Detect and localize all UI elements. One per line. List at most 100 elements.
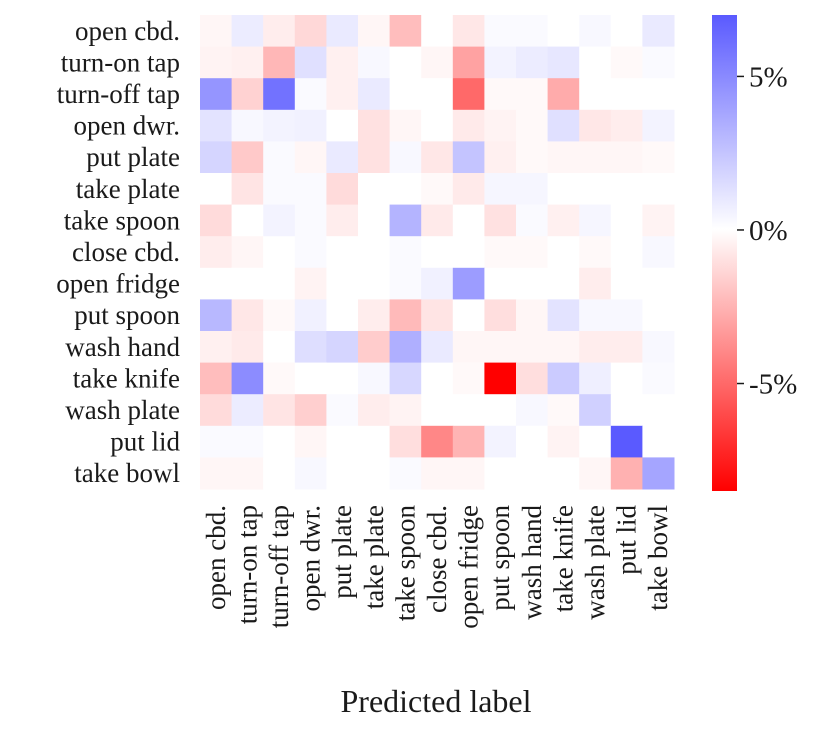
heatmap-cell: [294, 299, 327, 332]
heatmap-cell: [452, 204, 485, 237]
heatmap-cell: [421, 173, 454, 206]
heatmap-cell: [421, 109, 454, 142]
heatmap-cell: [326, 457, 359, 490]
heatmap-cell: [452, 236, 485, 269]
heatmap-cell: [389, 299, 422, 332]
heatmap-cell: [263, 236, 296, 269]
heatmap-cell: [263, 299, 296, 332]
y-tick-label: close cbd.: [72, 237, 180, 267]
x-tick-label: turn-off tap: [264, 505, 294, 628]
heatmap-cell: [452, 425, 485, 458]
heatmap-cell: [484, 46, 517, 79]
heatmap-cell: [263, 425, 296, 458]
heatmap-cell: [421, 394, 454, 427]
heatmap-cell: [484, 394, 517, 427]
y-tick-label: take spoon: [64, 205, 181, 235]
heatmap-cell: [421, 267, 454, 300]
heatmap-cell: [579, 425, 612, 458]
heatmap-cell: [326, 109, 359, 142]
heatmap-cell: [547, 457, 580, 490]
heatmap-cell: [484, 109, 517, 142]
heatmap-cell: [610, 362, 643, 395]
heatmap-cell: [642, 299, 675, 332]
heatmap-cell: [516, 15, 549, 48]
heatmap-cell: [294, 173, 327, 206]
heatmap-cell: [516, 457, 549, 490]
heatmap-cell: [547, 362, 580, 395]
heatmap-cell: [358, 109, 391, 142]
heatmap-cell: [389, 173, 422, 206]
heatmap-cell: [421, 78, 454, 111]
heatmap-cell: [516, 141, 549, 174]
heatmap-cell: [421, 46, 454, 79]
heatmap-cell: [389, 362, 422, 395]
heatmap-cell: [642, 173, 675, 206]
x-tick-label: close cbd.: [422, 505, 452, 613]
heatmap-cell: [326, 15, 359, 48]
heatmap-cell: [231, 141, 264, 174]
heatmap-cell: [358, 394, 391, 427]
heatmap-cell: [642, 267, 675, 300]
heatmap-cell: [231, 204, 264, 237]
heatmap-cell: [231, 394, 264, 427]
heatmap-cell: [610, 141, 643, 174]
heatmap-cell: [610, 46, 643, 79]
heatmap-cell: [452, 141, 485, 174]
x-tick-label: wash hand: [517, 505, 547, 620]
heatmap-cell: [294, 15, 327, 48]
heatmap-cell: [547, 109, 580, 142]
heatmap-cell: [484, 141, 517, 174]
heatmap-cell: [642, 236, 675, 269]
heatmap-cell: [484, 173, 517, 206]
heatmap-cell: [200, 204, 233, 237]
heatmap-cell: [484, 204, 517, 237]
heatmap-cell: [263, 173, 296, 206]
heatmap-cell: [484, 299, 517, 332]
heatmap-cell: [579, 173, 612, 206]
heatmap-cell: [452, 15, 485, 48]
colorbar-tick-label: 0%: [749, 215, 788, 247]
heatmap-cell: [547, 204, 580, 237]
heatmap-cell: [263, 46, 296, 79]
heatmap-cell: [642, 425, 675, 458]
colorbar-tick-label: -5%: [749, 369, 797, 401]
heatmap-cell: [421, 236, 454, 269]
heatmap-cell: [610, 15, 643, 48]
heatmap-cell: [642, 141, 675, 174]
heatmap-cell: [610, 394, 643, 427]
heatmap-cell: [421, 425, 454, 458]
heatmap-cell: [579, 299, 612, 332]
heatmap-cell: [421, 457, 454, 490]
heatmap-cell: [200, 267, 233, 300]
heatmap-cell: [610, 236, 643, 269]
heatmap-cell: [231, 425, 264, 458]
x-tick-label: put lid: [612, 505, 642, 575]
x-tick-label: wash plate: [580, 505, 610, 620]
heatmap-cell: [484, 425, 517, 458]
heatmap-cell: [452, 46, 485, 79]
heatmap-cell: [231, 457, 264, 490]
heatmap-cell: [294, 457, 327, 490]
heatmap-cell: [516, 267, 549, 300]
heatmap-cell: [326, 78, 359, 111]
x-tick-label: open dwr.: [296, 505, 326, 611]
y-tick-label: take plate: [76, 174, 180, 204]
heatmap-cell: [389, 78, 422, 111]
heatmap-cell: [642, 78, 675, 111]
heatmap-cell: [326, 141, 359, 174]
heatmap-cell: [389, 394, 422, 427]
heatmap-cell: [294, 267, 327, 300]
heatmap-cell: [547, 173, 580, 206]
heatmap-cell: [294, 362, 327, 395]
heatmap-cell: [200, 457, 233, 490]
heatmap-cell: [642, 109, 675, 142]
heatmap-cell: [200, 109, 233, 142]
x-axis-title: Predicted label: [340, 683, 531, 719]
heatmap-cell: [200, 394, 233, 427]
heatmap-cell: [579, 204, 612, 237]
heatmap-cell: [516, 78, 549, 111]
heatmap-cell: [358, 46, 391, 79]
heatmap-cell: [231, 299, 264, 332]
heatmap-cell: [579, 267, 612, 300]
